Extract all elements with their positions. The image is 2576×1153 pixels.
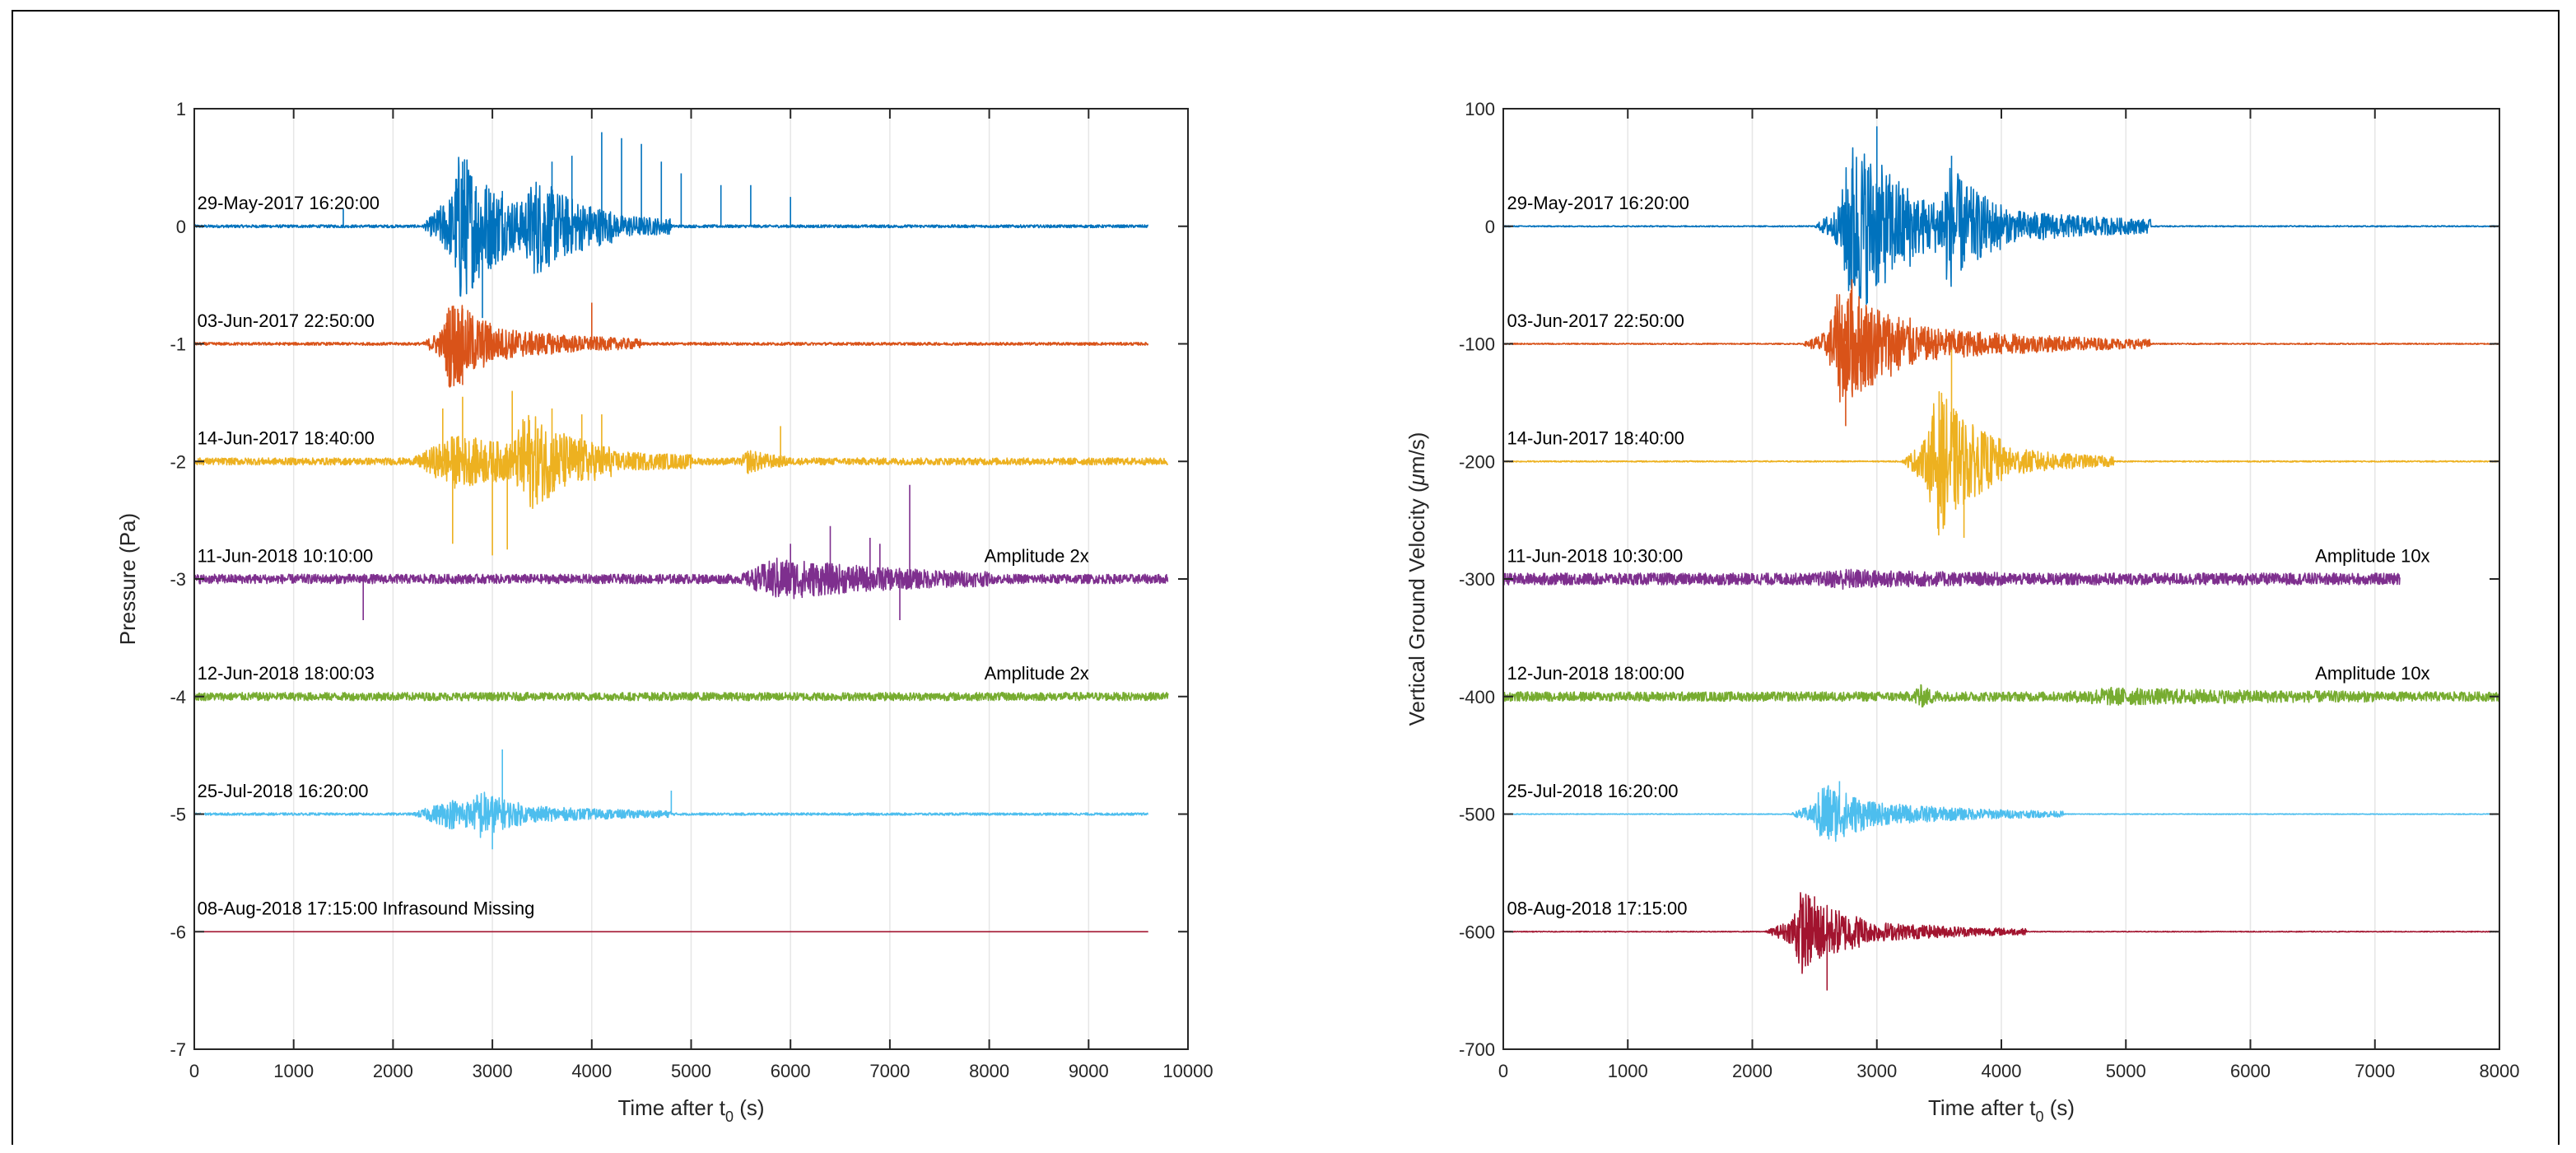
x-tick-label: 3000 xyxy=(1856,1061,1897,1081)
x-tick-label: 3000 xyxy=(473,1061,513,1081)
x-tick-label: 10000 xyxy=(1162,1061,1213,1081)
y-tick-label: -1 xyxy=(170,334,186,355)
x-tick-label: 4000 xyxy=(1982,1061,2022,1081)
x-axis-label: Time after t0 (s) xyxy=(617,1095,764,1125)
trace-annotation: 14-Jun-2017 18:40:00 xyxy=(198,428,375,449)
trace-annotation: 29-May-2017 16:20:00 xyxy=(1507,193,1689,213)
trace-annotation: 08-Aug-2018 17:15:00 xyxy=(1507,899,1688,919)
y-tick-label: -2 xyxy=(170,451,186,472)
series-trace-2 xyxy=(193,390,1169,556)
series-trace-2 xyxy=(1502,349,2500,538)
y-tick-label: -4 xyxy=(170,687,186,707)
trace-annotation: 11-Jun-2018 10:30:00 xyxy=(1507,545,1684,566)
figure-frame xyxy=(12,10,2560,1145)
x-tick-label: 5000 xyxy=(671,1061,711,1081)
x-tick-label: 1000 xyxy=(1608,1061,1648,1081)
series-trace-1 xyxy=(1502,279,2500,427)
y-tick-label: -200 xyxy=(1459,451,1495,472)
y-tick-label: -6 xyxy=(170,922,186,942)
series-trace-3 xyxy=(1502,568,2401,591)
trace-annotation: Amplitude 10x xyxy=(2315,545,2429,566)
x-tick-label: 9000 xyxy=(1069,1061,1109,1081)
x-tick-label: 0 xyxy=(1498,1061,1508,1081)
series-trace-3 xyxy=(193,484,1169,620)
trace-annotation: Amplitude 2x xyxy=(985,545,1089,566)
x-tick-label: 4000 xyxy=(571,1061,612,1081)
y-tick-label: -5 xyxy=(170,805,186,825)
y-tick-label: -3 xyxy=(170,569,186,590)
y-tick-label: 100 xyxy=(1465,99,1495,119)
ground-velocity-panel: 0 1000 2000 3000 4000 5000 6000 7000 80001000-10… xyxy=(1404,99,2519,1125)
pressure-panel: 0 1000 2000 3000 4000 5000 6000 7000 8000 9000 100… xyxy=(115,99,1213,1125)
x-tick-label: 2000 xyxy=(1732,1061,1772,1081)
trace-annotation: 08-Aug-2018 17:15:00 Infrasound Missing xyxy=(198,899,535,919)
y-tick-label: -400 xyxy=(1459,687,1495,707)
y-tick-label: 0 xyxy=(176,217,186,237)
series-trace-4 xyxy=(1502,684,2500,708)
series-trace-0 xyxy=(193,132,1148,319)
trace-annotation: 12-Jun-2018 18:00:00 xyxy=(1507,663,1684,684)
x-tick-label: 8000 xyxy=(969,1061,1009,1081)
y-tick-label: -600 xyxy=(1459,922,1495,942)
y-tick-label: -700 xyxy=(1459,1039,1495,1060)
x-tick-label: 0 xyxy=(189,1061,199,1081)
y-axis-label: Pressure (Pa) xyxy=(115,513,140,645)
x-tick-label: 7000 xyxy=(869,1061,910,1081)
x-tick-label: 6000 xyxy=(2230,1061,2271,1081)
series-trace-5 xyxy=(1502,781,2500,843)
trace-annotation: 12-Jun-2018 18:00:03 xyxy=(198,663,375,684)
x-tick-label: 1000 xyxy=(273,1061,314,1081)
trace-annotation: 29-May-2017 16:20:00 xyxy=(198,193,380,213)
trace-annotation: 03-Jun-2017 22:50:00 xyxy=(198,310,375,331)
trace-annotation: 03-Jun-2017 22:50:00 xyxy=(1507,310,1684,331)
y-tick-label: 0 xyxy=(1485,217,1495,237)
trace-annotation: 25-Jul-2018 16:20:00 xyxy=(198,781,369,801)
y-tick-label: 1 xyxy=(176,99,186,119)
trace-annotation: 14-Jun-2017 18:40:00 xyxy=(1507,428,1684,449)
series-trace-5 xyxy=(193,749,1148,850)
series-trace-6 xyxy=(1502,892,2500,991)
trace-annotation: Amplitude 10x xyxy=(2315,663,2429,684)
trace-annotation: 25-Jul-2018 16:20:00 xyxy=(1507,781,1679,801)
y-tick-label: -100 xyxy=(1459,334,1495,355)
y-axis-label: Vertical Ground Velocity (μm/s) xyxy=(1404,432,1429,726)
x-tick-label: 8000 xyxy=(2480,1061,2520,1081)
y-tick-label: -300 xyxy=(1459,569,1495,590)
x-tick-label: 2000 xyxy=(373,1061,413,1081)
x-tick-label: 6000 xyxy=(771,1061,811,1081)
x-tick-label: 7000 xyxy=(2355,1061,2395,1081)
series-trace-1 xyxy=(193,302,1149,388)
trace-annotation: Amplitude 2x xyxy=(985,663,1089,684)
series-trace-4 xyxy=(193,692,1169,702)
series-trace-0 xyxy=(1502,126,2500,305)
y-tick-label: -500 xyxy=(1459,805,1495,825)
x-tick-label: 5000 xyxy=(2106,1061,2146,1081)
trace-annotation: 11-Jun-2018 10:10:00 xyxy=(198,545,374,566)
x-axis-label: Time after t0 (s) xyxy=(1928,1095,2075,1125)
y-tick-label: -7 xyxy=(170,1039,186,1060)
